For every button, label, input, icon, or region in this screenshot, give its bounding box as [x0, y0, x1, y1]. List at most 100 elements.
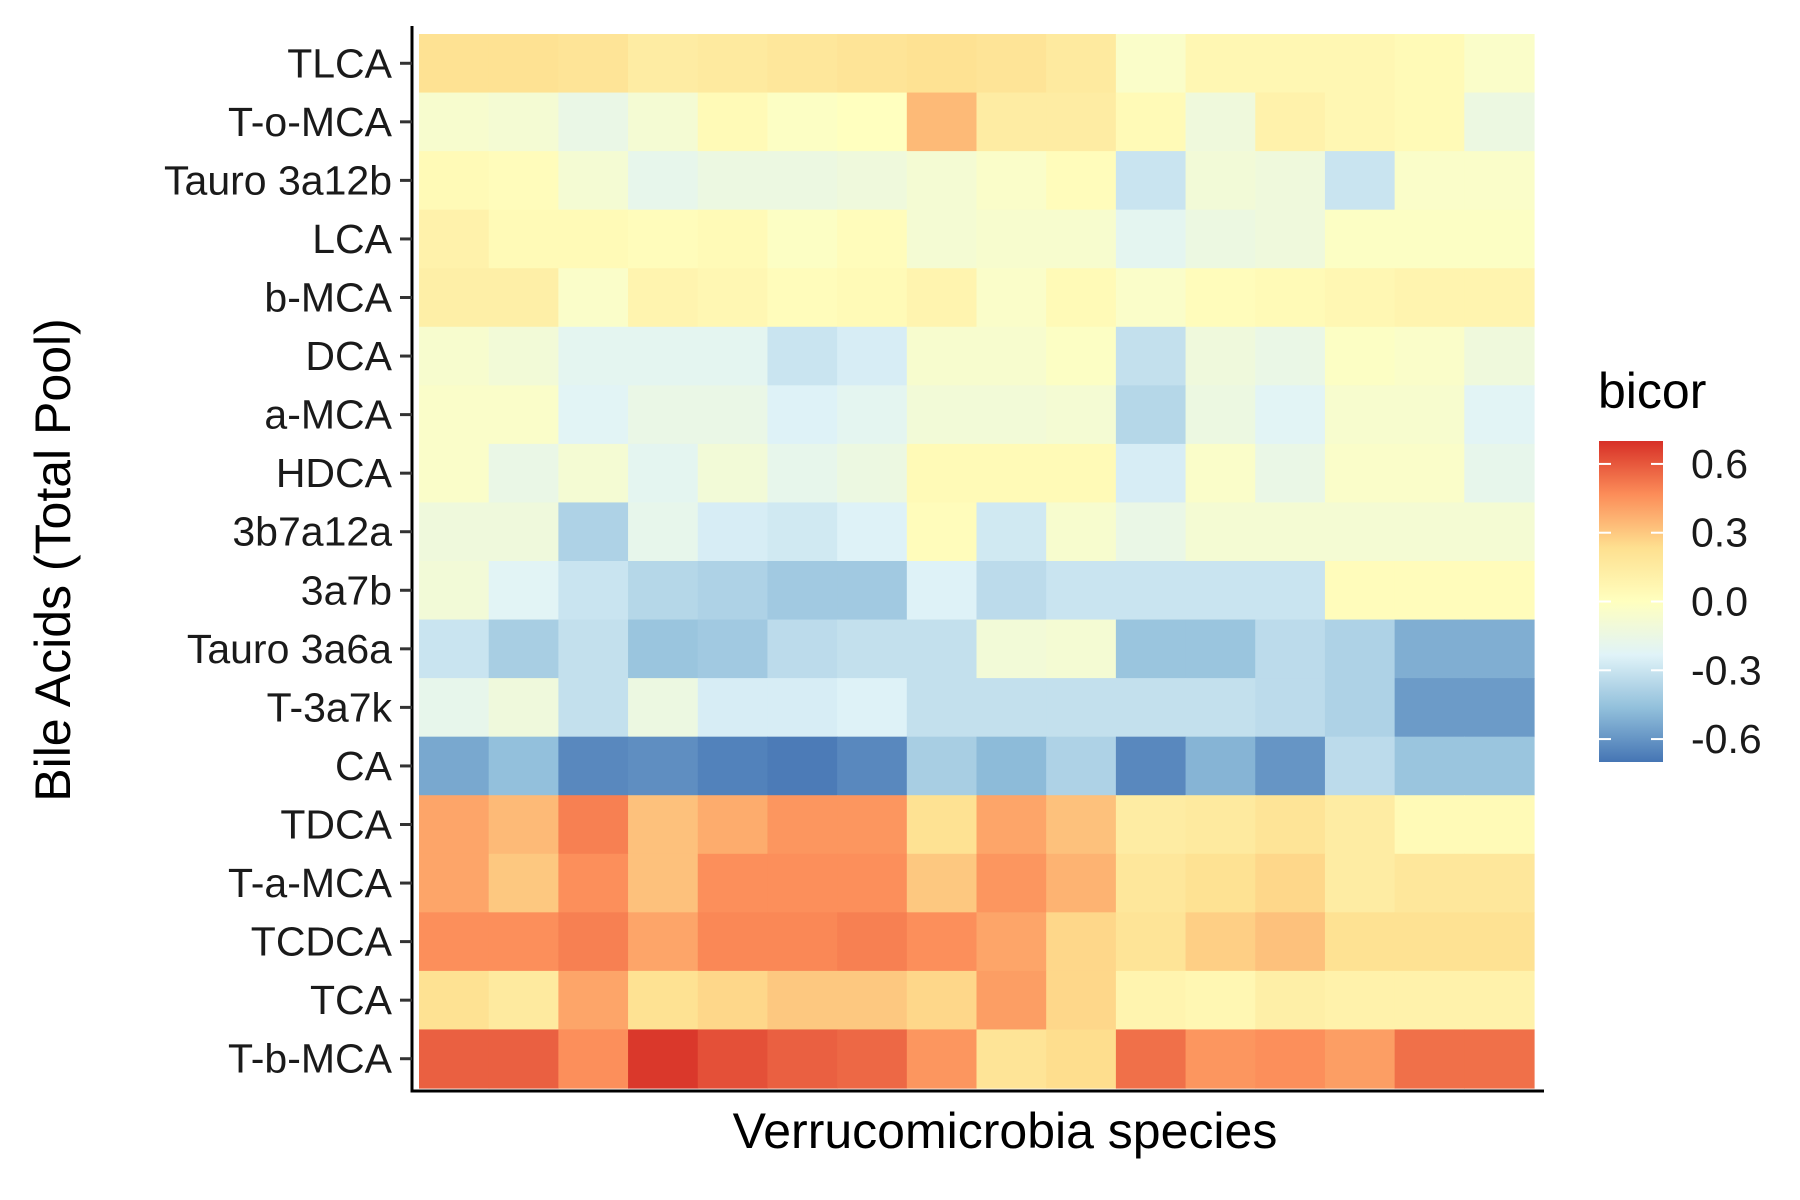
- heatmap-cell: [906, 1029, 978, 1089]
- heatmap-cell: [1255, 561, 1326, 621]
- heatmap-cell: [1255, 443, 1326, 504]
- heatmap-cell: [1185, 795, 1256, 855]
- y-tick-label: b-MCA: [264, 275, 392, 321]
- heatmap-cell: [767, 443, 838, 504]
- heatmap-cell: [1394, 326, 1465, 386]
- heatmap-cell: [837, 34, 908, 94]
- heatmap-cell: [1324, 795, 1396, 855]
- heatmap-cell: [1255, 853, 1326, 913]
- heatmap-cell: [697, 561, 769, 621]
- heatmap-cell: [488, 561, 559, 621]
- heatmap-cell: [628, 443, 699, 504]
- heatmap-cell: [906, 151, 978, 211]
- y-tick-label: TCA: [310, 977, 393, 1023]
- heatmap-cell: [419, 443, 490, 504]
- heatmap-cell: [976, 1029, 1047, 1089]
- y-tick-label: T-3a7k: [267, 684, 393, 730]
- heatmap-cell: [697, 736, 769, 796]
- heatmap-cell: [837, 678, 908, 738]
- colorbar-tick-label: -0.6: [1691, 716, 1762, 762]
- heatmap-cell: [558, 151, 629, 211]
- heatmap-cell: [628, 92, 699, 152]
- heatmap-cell: [906, 912, 978, 972]
- heatmap-cell: [1464, 326, 1535, 386]
- heatmap-cell: [976, 443, 1047, 504]
- heatmap-cell: [1464, 151, 1535, 211]
- heatmap-cell: [419, 853, 490, 913]
- heatmap-cell: [1115, 326, 1187, 386]
- heatmap-cell: [1185, 92, 1256, 152]
- heatmap-cell: [419, 678, 490, 738]
- heatmap-cell: [837, 443, 908, 504]
- heatmap-cell: [419, 619, 490, 679]
- heatmap-cell: [1185, 912, 1256, 972]
- heatmap-cell: [1185, 443, 1256, 504]
- heatmap-cell: [488, 385, 559, 445]
- heatmap-cell: [697, 268, 769, 328]
- heatmap-cell: [488, 912, 559, 972]
- heatmap-cell: [558, 326, 629, 386]
- heatmap-cell: [837, 326, 908, 386]
- heatmap-cell: [767, 970, 838, 1031]
- heatmap-cell: [488, 795, 559, 855]
- heatmap-cell: [906, 385, 978, 445]
- heatmap-cell: [1464, 34, 1535, 94]
- heatmap-cell: [1046, 619, 1117, 679]
- y-axis: TLCA T-o-MCA Tauro 3a12b LCA b-MCA DCA a-MCA HD…: [164, 26, 414, 1092]
- heatmap-cell: [1046, 326, 1117, 386]
- colorbar-tick-label: 0.0: [1691, 579, 1748, 625]
- y-tick-label: 3b7a12a: [232, 509, 392, 555]
- heatmap-cell: [1324, 385, 1396, 445]
- heatmap-cell: [1115, 92, 1187, 152]
- heatmap-cell: [1046, 443, 1117, 504]
- heatmap-cell: [1115, 795, 1187, 855]
- heatmap-cell: [1115, 502, 1187, 562]
- heatmap-cell: [558, 561, 629, 621]
- heatmap-cell: [1046, 853, 1117, 913]
- heatmap-cell: [1394, 502, 1465, 562]
- heatmap-cell: [488, 619, 559, 679]
- heatmap-cell: [976, 561, 1047, 621]
- heatmap-cell: [1394, 209, 1465, 269]
- heatmap-cell: [419, 385, 490, 445]
- heatmap-cell: [1394, 561, 1465, 621]
- heatmap-cell: [419, 970, 490, 1031]
- heatmap-cell: [1394, 34, 1465, 94]
- heatmap-cell: [1394, 1029, 1465, 1089]
- heatmap-cell: [1464, 443, 1535, 504]
- heatmap-cell: [488, 502, 559, 562]
- heatmap-cell: [1185, 619, 1256, 679]
- heatmap-cell: [1115, 268, 1187, 328]
- heatmap-cell: [837, 795, 908, 855]
- heatmap-cell: [906, 970, 978, 1031]
- heatmap-cell: [1046, 34, 1117, 94]
- heatmap-cell: [837, 209, 908, 269]
- heatmap-cell: [906, 268, 978, 328]
- heatmap-cell: [419, 209, 490, 269]
- heatmap-cell: [1324, 678, 1396, 738]
- heatmap-cell: [1464, 912, 1535, 972]
- heatmap-cell: [1115, 619, 1187, 679]
- heatmap-cell: [558, 912, 629, 972]
- heatmap-cell: [767, 209, 838, 269]
- heatmap-cell: [976, 268, 1047, 328]
- colorbar-tick-label: 0.6: [1691, 441, 1748, 487]
- heatmap-cell: [558, 678, 629, 738]
- heatmap-cell: [697, 970, 769, 1031]
- heatmap-cell: [1185, 1029, 1256, 1089]
- heatmap-cell: [1255, 34, 1326, 94]
- heatmap-cell: [767, 151, 838, 211]
- heatmap-cell: [488, 268, 559, 328]
- heatmap-cell: [1255, 736, 1326, 796]
- heatmap-cell: [628, 268, 699, 328]
- heatmap-cell: [419, 326, 490, 386]
- heatmap-cell: [488, 853, 559, 913]
- heatmap-cell: [419, 1029, 490, 1089]
- heatmap-cell: [906, 853, 978, 913]
- heatmap-cell: [1185, 736, 1256, 796]
- heatmap-cell: [767, 34, 838, 94]
- heatmap-cell: [1185, 970, 1256, 1031]
- heatmap-cells: [419, 34, 1535, 1089]
- heatmap-cell: [558, 1029, 629, 1089]
- heatmap-cell: [1394, 151, 1465, 211]
